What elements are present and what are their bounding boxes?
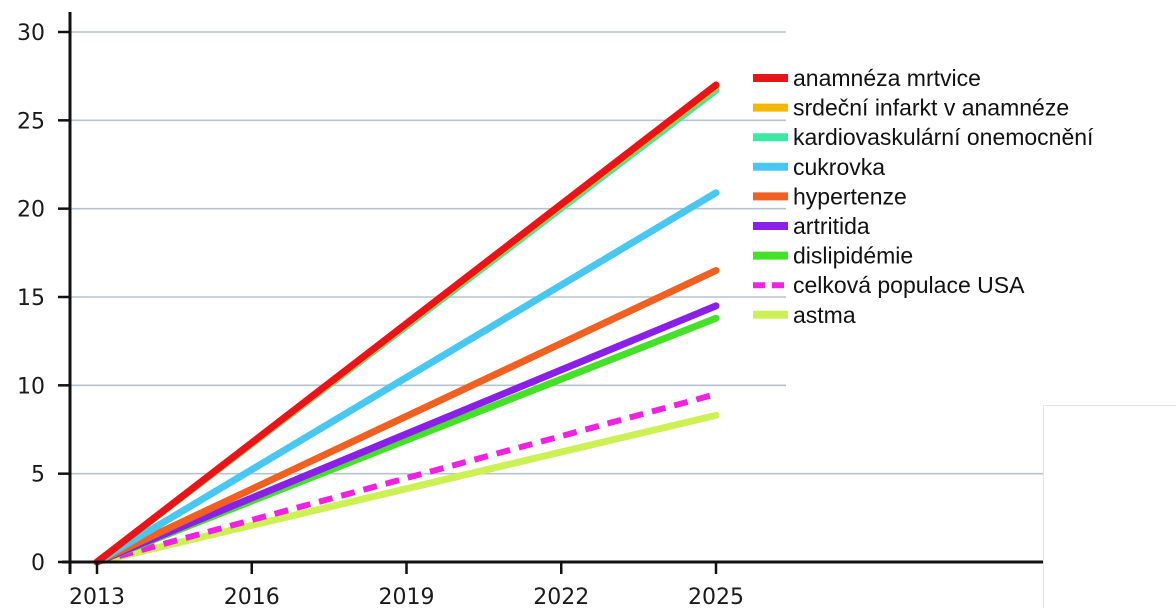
series-line xyxy=(93,189,720,566)
axes xyxy=(58,12,1043,574)
y-tick-label: 5 xyxy=(31,463,45,488)
legend-label: cukrovka xyxy=(793,154,885,180)
y-tick-label: 0 xyxy=(31,551,45,576)
x-tick-label: 2016 xyxy=(224,585,280,607)
x-tick-label: 2025 xyxy=(688,585,744,607)
legend-label: kardiovaskulární onemocnění xyxy=(793,124,1094,150)
series-line xyxy=(93,411,720,566)
y-tick-label: 25 xyxy=(17,109,45,134)
y-tick-label: 10 xyxy=(17,374,45,399)
legend-label: celková populace USA xyxy=(793,272,1025,298)
series-line xyxy=(93,81,720,566)
x-tick-label: 2019 xyxy=(379,585,435,607)
legend-label: srdeční infarkt v anamnéze xyxy=(793,95,1069,121)
series-line xyxy=(93,267,720,566)
y-tick-label: 15 xyxy=(17,286,45,311)
x-tick-label: 2013 xyxy=(69,585,125,607)
series-lines xyxy=(93,81,720,566)
series-line xyxy=(93,302,720,566)
legend-label: artritida xyxy=(793,213,870,239)
legend-label: dislipidémie xyxy=(793,243,913,269)
legend: anamnéza mrtvice srdeční infarkt v anamné… xyxy=(753,65,1094,328)
series-line xyxy=(96,391,717,565)
legend-label: astma xyxy=(793,302,856,328)
y-tick-label: 30 xyxy=(17,21,45,46)
legend-label: anamnéza mrtvice xyxy=(793,65,981,91)
legend-label: hypertenze xyxy=(793,183,907,209)
y-tick-label: 20 xyxy=(17,198,45,223)
corner-panel xyxy=(1043,405,1176,608)
grid-lines xyxy=(70,31,1043,475)
x-tick-label: 2022 xyxy=(533,585,589,607)
